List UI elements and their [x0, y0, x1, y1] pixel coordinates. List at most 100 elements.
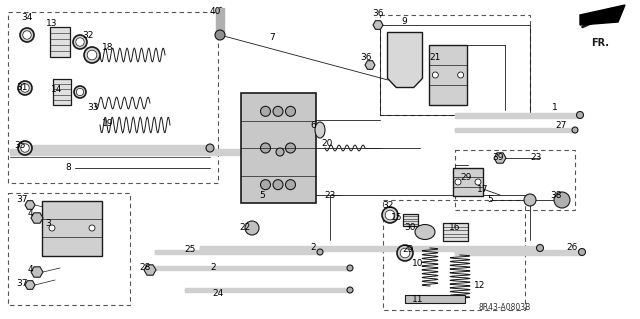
Circle shape	[536, 244, 543, 251]
Text: 26: 26	[566, 243, 578, 253]
Circle shape	[385, 210, 395, 220]
Text: 40: 40	[209, 8, 221, 17]
Polygon shape	[144, 265, 156, 275]
Circle shape	[215, 30, 225, 40]
Circle shape	[260, 106, 271, 116]
Text: 10: 10	[412, 258, 424, 268]
Bar	[442, 223, 467, 241]
Text: 5: 5	[259, 190, 265, 199]
Text: 35: 35	[14, 140, 26, 150]
Circle shape	[382, 207, 398, 223]
Bar	[429, 45, 467, 105]
Bar	[383, 200, 525, 310]
Text: 3: 3	[45, 219, 51, 227]
Circle shape	[455, 179, 461, 185]
Text: 5: 5	[487, 196, 493, 204]
Polygon shape	[494, 153, 506, 163]
Text: 8: 8	[65, 164, 71, 173]
Text: 37: 37	[16, 278, 28, 287]
Text: 23: 23	[324, 190, 336, 199]
Text: 18: 18	[102, 43, 114, 53]
Circle shape	[23, 31, 31, 39]
Text: 21: 21	[429, 54, 441, 63]
Text: 15: 15	[391, 213, 403, 222]
Text: 39: 39	[492, 153, 504, 162]
Circle shape	[84, 47, 100, 63]
Polygon shape	[25, 201, 35, 209]
Circle shape	[206, 144, 214, 152]
Circle shape	[49, 225, 55, 231]
Bar	[42, 201, 102, 256]
Bar	[455, 150, 575, 210]
Text: 37: 37	[16, 196, 28, 204]
Bar	[8, 12, 218, 183]
Text: 13: 13	[46, 19, 58, 27]
Circle shape	[260, 143, 271, 153]
Circle shape	[260, 180, 271, 190]
Text: 9: 9	[401, 18, 407, 26]
Text: 23: 23	[531, 153, 541, 162]
Text: 12: 12	[474, 280, 486, 290]
Bar	[380, 15, 530, 115]
Text: 29: 29	[460, 174, 472, 182]
Circle shape	[285, 106, 296, 116]
Circle shape	[18, 81, 32, 95]
Text: 2: 2	[310, 243, 316, 253]
Circle shape	[397, 245, 413, 261]
Circle shape	[572, 127, 578, 133]
Polygon shape	[31, 213, 43, 223]
Circle shape	[89, 225, 95, 231]
Text: 17: 17	[477, 186, 489, 195]
Circle shape	[554, 192, 570, 208]
Polygon shape	[25, 281, 35, 289]
Circle shape	[347, 287, 353, 293]
Bar	[453, 168, 483, 196]
Ellipse shape	[415, 225, 435, 240]
Text: 19: 19	[102, 118, 114, 128]
Text: 25: 25	[184, 246, 196, 255]
Circle shape	[577, 112, 584, 118]
Circle shape	[245, 221, 259, 235]
Text: 38: 38	[550, 190, 562, 199]
Text: 29: 29	[403, 246, 413, 255]
Text: 28: 28	[140, 263, 150, 272]
Circle shape	[76, 38, 84, 46]
Ellipse shape	[315, 122, 325, 138]
Text: 32: 32	[382, 201, 394, 210]
Polygon shape	[387, 33, 422, 87]
Text: FR.: FR.	[591, 38, 609, 48]
Bar	[53, 79, 71, 105]
Text: 30: 30	[404, 224, 416, 233]
Text: 4: 4	[27, 209, 33, 218]
Circle shape	[400, 248, 410, 258]
Text: 8R43-A0803B: 8R43-A0803B	[479, 303, 531, 313]
Polygon shape	[365, 61, 375, 69]
Text: 24: 24	[212, 288, 223, 298]
Circle shape	[20, 84, 29, 92]
Circle shape	[276, 148, 284, 156]
Circle shape	[273, 106, 283, 116]
Polygon shape	[580, 5, 625, 25]
Text: 22: 22	[239, 224, 251, 233]
Text: 7: 7	[269, 33, 275, 42]
Bar	[405, 295, 465, 303]
Circle shape	[524, 194, 536, 206]
Circle shape	[273, 180, 283, 190]
Text: 31: 31	[16, 84, 28, 93]
Circle shape	[317, 249, 323, 255]
Circle shape	[433, 72, 438, 78]
Polygon shape	[373, 21, 383, 29]
Text: 11: 11	[412, 295, 424, 305]
Text: 36: 36	[360, 54, 372, 63]
Circle shape	[76, 88, 84, 96]
Text: 6: 6	[310, 121, 316, 130]
Text: 4: 4	[27, 265, 33, 275]
Text: 2: 2	[210, 263, 216, 272]
Circle shape	[87, 50, 97, 60]
Circle shape	[475, 179, 481, 185]
Text: 27: 27	[556, 121, 566, 130]
Circle shape	[73, 35, 87, 49]
Text: 14: 14	[51, 85, 63, 94]
Text: 36: 36	[372, 9, 384, 18]
Text: 1: 1	[552, 103, 558, 113]
